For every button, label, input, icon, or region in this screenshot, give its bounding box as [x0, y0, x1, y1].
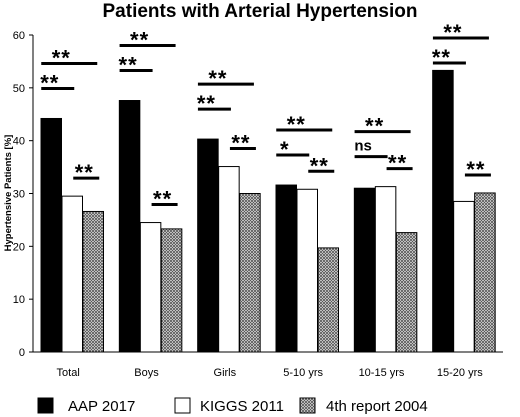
y-tick-label: 40	[13, 136, 25, 148]
bar	[218, 166, 240, 353]
y-tick-label: 30	[13, 189, 25, 201]
bar	[239, 193, 261, 353]
significance-label: **	[388, 151, 407, 176]
bar	[474, 192, 496, 353]
significance-label: **	[231, 131, 250, 156]
y-axis-ticks: 0 10 20 30 40 50 60	[13, 30, 33, 359]
bar	[197, 138, 219, 353]
bar	[353, 187, 376, 353]
bar	[118, 100, 141, 353]
y-tick-label: 10	[13, 294, 25, 306]
significance-label: **	[197, 91, 216, 116]
significance-label: **	[153, 187, 172, 212]
bar	[139, 222, 162, 353]
x-tick-label: Girls	[214, 367, 237, 379]
significance-label: **	[310, 153, 329, 178]
chart-title: Patients with Arterial Hypertension	[103, 1, 418, 22]
significance-label: **	[432, 45, 451, 70]
x-tick-label: Total	[57, 367, 80, 379]
bar	[61, 195, 83, 353]
bar	[296, 188, 318, 353]
bars	[40, 69, 496, 353]
significance-label: **	[119, 53, 138, 78]
significance-label: **	[287, 112, 306, 137]
significance-label: **	[52, 45, 71, 70]
x-tick-label: 15-20 yrs	[437, 367, 483, 379]
significance-label: ns	[354, 138, 372, 155]
y-axis-label: Hypertensive Patients [%]	[3, 135, 14, 252]
significance-annotations: *************************ns********	[40, 20, 491, 212]
legend: AAP 2017 KIGGS 2011 4th report 2004	[37, 397, 428, 415]
bar	[40, 117, 62, 353]
y-tick-label: 50	[13, 83, 25, 95]
significance-label: **	[40, 70, 59, 95]
bar	[275, 184, 297, 353]
x-tick-label: Boys	[134, 367, 159, 379]
y-tick-label: 60	[13, 30, 25, 42]
y-tick-label: 0	[19, 347, 25, 359]
bar	[82, 210, 104, 353]
significance-label: *	[280, 137, 290, 162]
bar	[395, 232, 418, 353]
x-tick-label: 10-15 yrs	[359, 367, 405, 379]
legend-swatch	[174, 397, 191, 414]
x-axis-tick-labels: Total Boys Girls 5-10 yrs 10-15 yrs 15-20 yrs	[57, 367, 484, 379]
legend-swatch	[37, 397, 54, 414]
legend-swatch	[299, 397, 316, 414]
x-tick-label: 5-10 yrs	[283, 367, 323, 379]
legend-label: AAP 2017	[68, 398, 135, 415]
bar	[160, 228, 183, 353]
significance-label: **	[365, 114, 384, 139]
significance-label: **	[466, 157, 485, 182]
y-tick-label: 20	[13, 241, 25, 253]
bar	[432, 69, 454, 353]
bar	[453, 200, 475, 353]
significance-label: **	[443, 20, 462, 45]
bar	[317, 247, 339, 353]
significance-label: **	[208, 66, 227, 91]
bar	[374, 186, 397, 353]
significance-label: **	[75, 160, 94, 185]
significance-label: **	[130, 28, 149, 53]
legend-label: KIGGS 2011	[200, 398, 284, 415]
legend-label: 4th report 2004	[326, 398, 428, 415]
